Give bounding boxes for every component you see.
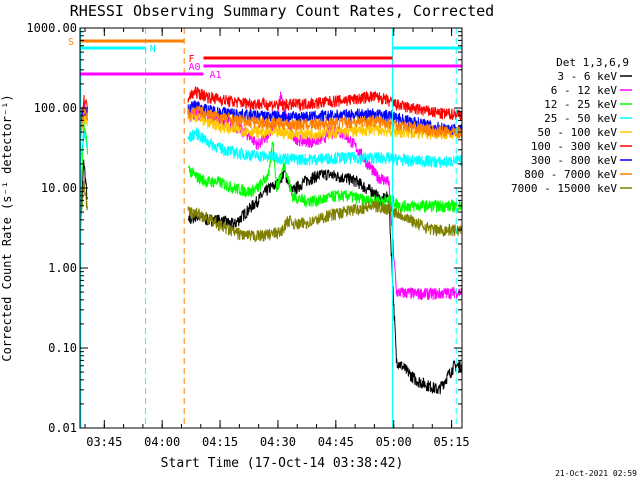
flags-group: S N FA0 A1 xyxy=(68,37,462,81)
x-tick-label-5: 05:00 xyxy=(376,435,412,449)
x-tick-label-4: 04:45 xyxy=(318,435,354,449)
x-tick-label-3: 04:30 xyxy=(260,435,296,449)
x-tick-label-2: 04:15 xyxy=(202,435,238,449)
y-tick-label-5: 0.01 xyxy=(48,421,77,435)
legend-label-6: 300 - 800 keV xyxy=(531,154,617,167)
footer-date: 21-Oct-2021 02:59 xyxy=(555,469,637,478)
legend-label-1: 6 - 12 keV xyxy=(551,84,618,97)
flag-label-2: F xyxy=(188,54,194,65)
axes-group: 1000.00 100.00 10.00 1.00 0.10 0.01 03:45 04:00… xyxy=(26,21,469,449)
x-axis-label: Start Time (17-Oct-14 03:38:42) xyxy=(161,456,404,471)
flag-label-0: S xyxy=(68,37,74,48)
y-tick-label-3: 1.00 xyxy=(48,261,77,275)
chart-title: RHESSI Observing Summary Count Rates, Co… xyxy=(70,2,494,20)
mode-lines-group xyxy=(80,28,457,428)
y-tick-label-0: 1000.00 xyxy=(26,21,77,35)
flag-label-4: A1 xyxy=(209,70,221,81)
legend-label-0: 3 - 6 keV xyxy=(557,70,617,83)
plot-frame xyxy=(79,27,463,429)
flag-label-3: A0 xyxy=(188,62,200,73)
y-tick-label-1: 100.00 xyxy=(34,101,77,115)
legend-label-7: 800 - 7000 keV xyxy=(524,168,617,181)
x-tick-label-1: 04:00 xyxy=(144,435,180,449)
legend-title: Det 1,3,6,9 xyxy=(556,56,629,69)
legend-label-8: 7000 - 15000 keV xyxy=(511,182,617,195)
legend-label-5: 100 - 300 keV xyxy=(531,140,617,153)
x-tick-label-0: 03:45 xyxy=(86,435,122,449)
x-tick-label-6: 05:15 xyxy=(434,435,470,449)
y-tick-label-4: 0.10 xyxy=(48,341,77,355)
legend-label-4: 50 - 100 keV xyxy=(538,126,618,139)
y-tick-label-2: 10.00 xyxy=(41,181,77,195)
flag-label-1: N xyxy=(150,44,156,55)
y-axis-label: Corrected Count Rate (s⁻¹ detector⁻¹) xyxy=(0,94,14,361)
legend-label-2: 12 - 25 keV xyxy=(544,98,617,111)
legend-label-3: 25 - 50 keV xyxy=(544,112,617,125)
